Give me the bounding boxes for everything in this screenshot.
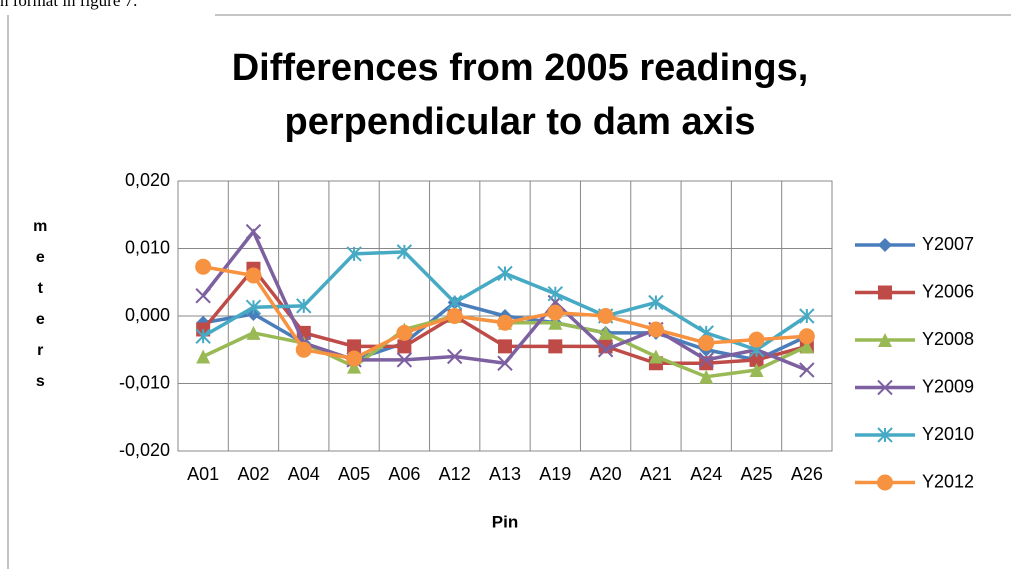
chart-title: perpendicular to dam axis bbox=[285, 101, 756, 143]
marker bbox=[799, 308, 815, 324]
marker bbox=[195, 328, 211, 344]
marker bbox=[597, 308, 614, 324]
marker bbox=[799, 339, 814, 354]
marker bbox=[346, 246, 362, 262]
marker bbox=[799, 362, 815, 378]
marker bbox=[548, 315, 563, 330]
x-tick-label: A19 bbox=[539, 464, 571, 484]
marker bbox=[597, 342, 614, 358]
marker bbox=[347, 339, 362, 354]
x-axis-label: Pin bbox=[492, 512, 518, 531]
marker bbox=[396, 244, 413, 260]
marker bbox=[396, 324, 413, 341]
legend-label: Y2010 bbox=[922, 424, 974, 444]
marker bbox=[396, 352, 413, 368]
marker bbox=[295, 341, 312, 358]
marker bbox=[246, 325, 261, 340]
marker bbox=[647, 321, 664, 338]
marker bbox=[497, 314, 513, 331]
marker bbox=[497, 355, 513, 371]
marker bbox=[877, 474, 893, 491]
marker bbox=[698, 352, 714, 368]
marker bbox=[699, 369, 714, 384]
chart-title: Differences from 2005 readings, bbox=[232, 47, 809, 89]
x-tick-label: A04 bbox=[288, 464, 320, 484]
y-axis-label: meters bbox=[32, 218, 49, 404]
marker bbox=[397, 339, 412, 354]
x-tick-label: A02 bbox=[237, 464, 269, 484]
x-tick-label: A01 bbox=[187, 464, 219, 484]
marker bbox=[245, 223, 262, 240]
marker bbox=[698, 335, 715, 351]
marker bbox=[798, 328, 815, 345]
marker bbox=[877, 427, 893, 443]
y-tick-label: 0,000 bbox=[125, 305, 170, 325]
marker bbox=[497, 265, 513, 282]
marker bbox=[195, 258, 212, 275]
y-tick-label: -0,010 bbox=[119, 372, 170, 392]
marker bbox=[878, 238, 892, 252]
plot-frame bbox=[177, 180, 833, 452]
legend-label: Y2009 bbox=[922, 376, 974, 396]
marker bbox=[648, 349, 663, 364]
legend-label: Y2007 bbox=[922, 234, 974, 254]
marker bbox=[446, 308, 463, 324]
marker bbox=[245, 267, 262, 284]
marker bbox=[548, 339, 563, 354]
x-tick-label: A24 bbox=[690, 464, 722, 484]
marker bbox=[749, 352, 764, 367]
marker bbox=[296, 298, 312, 314]
marker bbox=[877, 379, 893, 396]
x-tick-label: A26 bbox=[791, 464, 823, 484]
x-tick-label: A12 bbox=[439, 464, 471, 484]
marker bbox=[547, 304, 564, 321]
marker bbox=[878, 285, 892, 300]
legend-label: Y2006 bbox=[922, 281, 974, 301]
x-tick-label: A06 bbox=[388, 464, 420, 484]
marker bbox=[446, 348, 463, 365]
y-tick-label: -0,020 bbox=[119, 440, 170, 460]
y-tick-label: 0,020 bbox=[125, 170, 170, 190]
marker bbox=[196, 349, 211, 364]
marker bbox=[648, 294, 664, 311]
marker bbox=[446, 294, 463, 311]
legend-label: Y2008 bbox=[922, 329, 974, 349]
marker bbox=[547, 286, 564, 302]
marker bbox=[498, 339, 512, 354]
x-tick-label: A05 bbox=[338, 464, 370, 484]
x-tick-label: A13 bbox=[489, 464, 521, 484]
marker bbox=[598, 325, 613, 340]
document-text: n format in figure 7. bbox=[0, 0, 137, 10]
x-tick-label: A25 bbox=[741, 464, 773, 484]
marker bbox=[748, 331, 765, 348]
x-tick-label: A21 bbox=[640, 464, 672, 484]
marker bbox=[195, 288, 211, 304]
marker bbox=[245, 299, 262, 315]
marker bbox=[878, 333, 892, 347]
marker bbox=[346, 350, 363, 367]
marker bbox=[347, 359, 362, 374]
marker bbox=[749, 363, 764, 377]
x-tick-label: A20 bbox=[590, 464, 622, 484]
legend-label: Y2012 bbox=[922, 471, 974, 491]
y-tick-label: 0,010 bbox=[125, 237, 170, 257]
